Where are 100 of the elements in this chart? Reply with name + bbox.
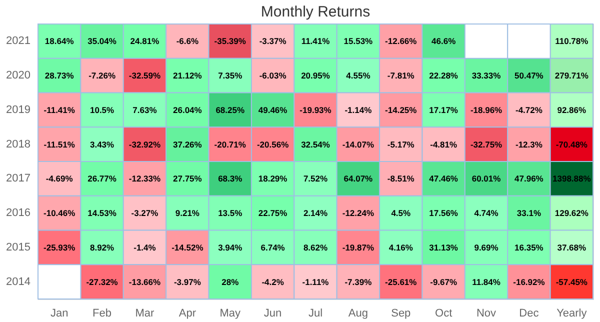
x-tick-label: Oct [435, 308, 452, 320]
x-tick-label: Jan [50, 308, 68, 320]
data-label: 4.55% [346, 70, 371, 81]
data-label: -11.41% [44, 104, 76, 115]
x-tick-label: Aug [348, 308, 368, 320]
data-label: 279.71% [554, 70, 589, 81]
data-label: 20.95% [301, 70, 330, 81]
data-label: -35.39% [214, 36, 246, 46]
data-label: 17.56% [429, 208, 458, 218]
data-label: 18.29% [258, 174, 288, 184]
data-label: 17.17% [429, 104, 458, 115]
data-label: -20.71% [214, 139, 246, 150]
data-label: -16.92% [513, 276, 546, 287]
data-label: 3.43% [90, 139, 115, 150]
data-label: 26.04% [173, 104, 202, 115]
data-label: -25.93% [44, 242, 76, 252]
data-label: 37.68% [557, 242, 587, 252]
y-tick-label: 2017 [6, 172, 30, 185]
data-label: 22.75% [258, 208, 288, 218]
y-tick-label: 2021 [6, 35, 30, 48]
data-label: -8.51% [387, 174, 415, 184]
y-tick-label: 2016 [6, 207, 30, 220]
data-label: 35.04% [88, 36, 117, 46]
data-label: 14.53% [88, 208, 117, 218]
y-tick-label: 2015 [6, 241, 30, 254]
data-label: 16.35% [514, 242, 544, 252]
data-label: 64.07% [344, 174, 374, 184]
data-label: -6.6% [176, 36, 199, 46]
data-label: 8.62% [303, 242, 328, 252]
x-tick-label: Yearly [556, 308, 588, 320]
data-label: -7.26% [88, 70, 116, 81]
data-label: 24.81% [130, 36, 160, 46]
data-label: -18.96% [470, 104, 503, 115]
data-label: -9.67% [430, 276, 458, 287]
data-label: -27.32% [86, 276, 118, 287]
data-label: 31.13% [429, 242, 458, 252]
data-label: -3.97% [174, 276, 202, 287]
data-label: 129.62% [554, 208, 589, 218]
data-label: -13.66% [128, 276, 161, 287]
data-label: 8.92% [90, 242, 115, 252]
data-label: -14.07% [342, 139, 374, 150]
data-label: -1.14% [344, 104, 372, 115]
data-label: -4.69% [46, 174, 74, 184]
data-label: 60.01% [472, 174, 502, 184]
data-label: 21.12% [173, 70, 202, 81]
data-label: 68.25% [216, 104, 245, 115]
x-tick-label: May [220, 308, 242, 320]
data-label: 2.14% [303, 208, 328, 218]
data-label: -1.11% [302, 276, 330, 287]
y-tick-label: 2014 [6, 276, 30, 288]
data-label: -12.33% [128, 174, 161, 184]
data-label: 11.84% [472, 276, 501, 287]
data-label: -57.45% [556, 276, 588, 287]
data-label: 4.5% [391, 208, 412, 218]
data-label: -10.46% [44, 208, 76, 218]
data-label: -19.93% [300, 104, 332, 115]
x-tick-label: Dec [519, 308, 540, 320]
data-label: 46.6% [432, 36, 456, 46]
data-label: 11.41% [301, 36, 330, 46]
x-tick-label: Jul [308, 308, 323, 320]
x-tick-label: Feb [92, 308, 112, 320]
data-label: -70.48% [556, 139, 588, 150]
data-label: -32.75% [470, 139, 503, 150]
x-tick-label: Apr [178, 308, 196, 320]
data-label: 37.26% [173, 139, 202, 150]
chart-title: Monthly Returns [260, 4, 370, 20]
data-label: -4.72% [515, 104, 543, 115]
data-label: 50.47% [514, 70, 544, 81]
data-label: 32.54% [301, 139, 330, 150]
data-label: 33.1% [516, 208, 542, 218]
data-label: -25.61% [385, 276, 418, 287]
data-label: -7.81% [387, 70, 415, 81]
y-tick-label: 2018 [6, 138, 30, 150]
data-label: 68.3% [218, 174, 243, 184]
data-label: -12.24% [342, 208, 374, 218]
data-label: -7.39% [344, 276, 372, 287]
data-label: -12.3% [515, 139, 543, 150]
data-label: -6.03% [259, 70, 287, 81]
data-label: -32.92% [128, 139, 161, 150]
data-label: -32.59% [128, 70, 161, 81]
data-label: -3.37% [259, 36, 287, 46]
data-label: 9.21% [175, 208, 200, 218]
data-label: -19.87% [342, 242, 374, 252]
data-label: -11.51% [44, 139, 76, 150]
data-label: 1398.88% [552, 174, 592, 184]
data-label: 4.16% [388, 242, 414, 252]
data-label: 6.74% [260, 242, 286, 252]
x-tick-label: Jun [264, 308, 282, 320]
data-label: 47.96% [514, 174, 544, 184]
data-label: 47.46% [429, 174, 458, 184]
data-label: 27.75% [173, 174, 202, 184]
data-label: -20.56% [256, 139, 290, 150]
data-label: 22.28% [429, 70, 458, 81]
data-label: 3.94% [218, 242, 243, 252]
x-tick-label: Nov [476, 308, 497, 320]
data-label: -5.17% [387, 139, 415, 150]
x-tick-label: Mar [135, 308, 155, 320]
data-label: -12.66% [385, 36, 418, 46]
data-label: 7.35% [218, 70, 243, 81]
data-label: 7.63% [132, 104, 158, 115]
